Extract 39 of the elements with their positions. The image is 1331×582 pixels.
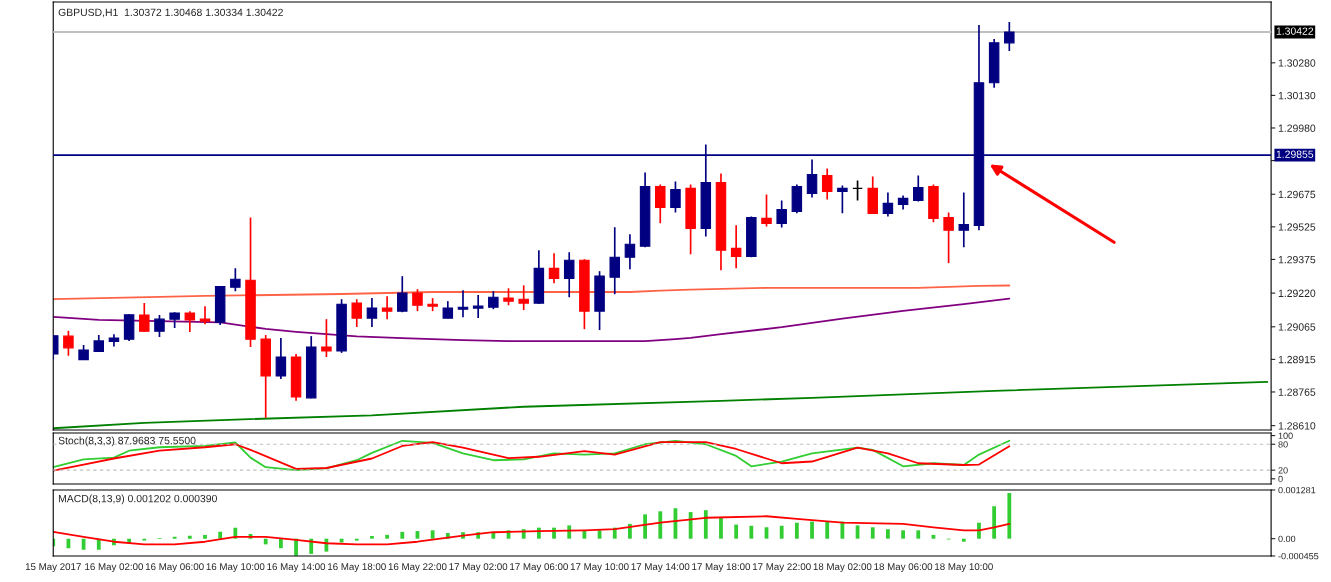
x-tick-label: 17 May 22:00 [752, 563, 811, 572]
x-tick-label: 16 May 10:00 [206, 563, 265, 572]
y-tick-label: 1.29675 [1278, 190, 1316, 199]
y-tick-label: 0 [1278, 475, 1283, 483]
ref-line-label: 1.29855 [1276, 150, 1314, 158]
x-tick-label: 18 May 06:00 [874, 563, 933, 572]
y-tick-label: 1.29375 [1278, 255, 1316, 264]
y-tick-label: 1.29525 [1278, 223, 1316, 231]
ref-line-label: 1.30422 [1276, 27, 1314, 35]
text: GBPUSD,H1 1.30372 1.30468 1.30334 1.30422 [58, 8, 283, 18]
x-tick-label: 17 May 18:00 [692, 563, 751, 572]
x-tick-label: 17 May 10:00 [570, 563, 629, 572]
y-tick-label: 1.29220 [1278, 289, 1316, 297]
x-tick-label: 16 May 02:00 [85, 563, 144, 572]
x-tick-label: 18 May 10:00 [935, 563, 993, 572]
y-tick-label: 1.28610 [1278, 422, 1316, 430]
x-tick-label: 16 May 06:00 [145, 563, 204, 572]
y-tick-label: 0.001281 [1278, 486, 1316, 494]
y-tick-label: 1.30280 [1278, 59, 1316, 67]
x-tick-label: 16 May 14:00 [267, 563, 326, 572]
y-tick-label: 1.29065 [1278, 323, 1316, 331]
x-tick-label: 17 May 02:00 [449, 563, 508, 572]
chart-title: Stoch(8,3,3) 87.9683 75.5500 [58, 436, 196, 447]
y-tick-label: 20 [1278, 467, 1288, 474]
y-tick-label: 1.30130 [1278, 91, 1316, 100]
chart-title: MACD(8,13,9) 0.001202 0.000390 [58, 494, 217, 505]
y-tick-label: -0.000455 [1278, 552, 1319, 560]
x-tick-label: 15 May 2017 [25, 563, 81, 572]
x-tick-label: 18 May 02:00 [813, 563, 872, 572]
y-tick-label: 80 [1278, 441, 1288, 448]
x-tick-label: 17 May 06:00 [510, 563, 568, 572]
y-tick-label: 100 [1278, 432, 1293, 439]
y-tick-label: 1.29980 [1278, 124, 1316, 132]
y-tick-label: 1.28765 [1278, 388, 1316, 396]
x-tick-label: 16 May 18:00 [328, 563, 386, 572]
x-tick-label: 16 May 22:00 [388, 563, 447, 572]
y-tick-label: 1.28915 [1278, 355, 1316, 364]
x-tick-label: 17 May 14:00 [631, 563, 690, 572]
y-tick-label: 0.00 [1278, 535, 1296, 543]
